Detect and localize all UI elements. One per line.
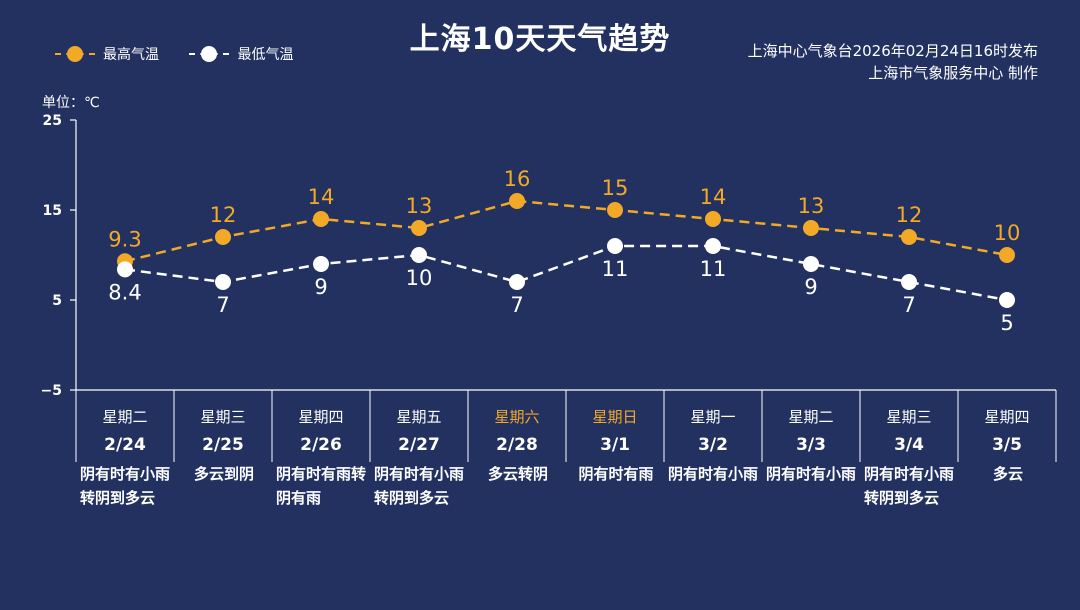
low-temp-point (411, 247, 427, 263)
day-weekday: 星期一 (690, 408, 736, 426)
day-weather: 多云转阴 (487, 465, 548, 483)
low-temp-label: 5 (1000, 311, 1013, 335)
page-title: 上海10天天气趋势 (409, 22, 671, 57)
high-temp-point (215, 229, 231, 245)
high-temp-label: 12 (210, 203, 237, 227)
low-temp-label: 11 (602, 257, 629, 281)
day-column: 星期四 2/26 阴有时有雨转阴有雨 (272, 392, 370, 606)
day-weekday: 星期五 (396, 408, 442, 426)
day-weather: 阴有时有小雨 (668, 465, 759, 483)
day-weather: 阴有时有小雨 (766, 465, 857, 483)
day-column: 星期一 3/2 阴有时有小雨 (664, 392, 762, 606)
day-weather: 阴有时有雨转阴有雨 (276, 465, 367, 507)
low-temp-point (803, 256, 819, 272)
day-column: 星期二 2/24 阴有时有小雨转阴到多云 (76, 392, 174, 606)
day-date: 3/1 (600, 435, 630, 455)
high-temp-point (607, 202, 623, 218)
day-date: 2/26 (300, 435, 342, 455)
low-temp-point (313, 256, 329, 272)
day-date: 2/25 (202, 435, 244, 455)
day-weekday: 星期四 (984, 408, 1030, 426)
y-tick-label: −5 (41, 383, 62, 399)
high-temp-label: 13 (798, 194, 825, 218)
day-weather: 多云到阴 (193, 465, 254, 483)
issuer-line-1: 上海中心气象台2026年02月24日16时发布 (747, 42, 1038, 60)
day-weekday: 星期六 (494, 408, 540, 426)
low-temp-point (117, 261, 133, 278)
high-temp-point (901, 229, 917, 245)
day-column: 星期二 3/3 阴有时有小雨 (762, 392, 860, 606)
legend: 最高气温 最低气温 (55, 44, 319, 67)
legend-item-high: 最高气温 (55, 44, 159, 64)
low-temp-label: 10 (406, 266, 433, 290)
high-temp-label: 12 (896, 203, 923, 227)
day-weather: 阴有时有雨 (578, 465, 654, 483)
high-temp-label: 16 (504, 167, 531, 191)
high-temp-label: 9.3 (108, 227, 141, 251)
high-temp-line (124, 199, 1008, 263)
day-column: 星期六 2/28 多云转阴 (468, 392, 566, 606)
low-temp-label: 11 (700, 257, 727, 281)
day-date: 3/2 (698, 435, 728, 455)
low-temp-label: 9 (314, 275, 327, 299)
low-temp-label: 7 (902, 293, 915, 317)
day-weather: 阴有时有小雨转阴到多云 (80, 465, 171, 507)
legend-swatch-high-icon (55, 45, 95, 63)
low-temp-point (901, 274, 917, 290)
low-temp-label: 7 (216, 293, 229, 317)
day-date: 3/3 (796, 435, 826, 455)
day-weather: 多云 (992, 465, 1023, 483)
low-temp-point (999, 292, 1015, 308)
y-tick-label: 25 (43, 113, 62, 129)
day-weekday: 星期二 (788, 408, 834, 426)
day-weather: 阴有时有小雨转阴到多云 (374, 465, 465, 507)
day-weekday: 星期三 (200, 408, 246, 426)
high-temp-point (803, 220, 819, 236)
y-tick-label: 15 (43, 203, 62, 219)
high-temp-point (411, 220, 427, 236)
legend-item-low: 最低气温 (189, 44, 293, 64)
day-date: 2/27 (398, 435, 440, 455)
day-date: 2/24 (104, 435, 146, 455)
day-column: 星期三 2/25 多云到阴 (174, 392, 272, 606)
day-column: 星期四 3/5 多云 (958, 392, 1056, 606)
y-axis-unit-label: 单位：℃ (42, 95, 100, 111)
y-tick-label: 5 (52, 293, 62, 309)
day-weekday: 星期三 (886, 408, 932, 426)
legend-label-high: 最高气温 (103, 47, 159, 63)
day-date: 3/4 (894, 435, 924, 455)
day-date: 2/28 (496, 435, 538, 455)
legend-label-low: 最低气温 (237, 47, 294, 63)
issuer-line-2: 上海市气象服务中心 制作 (868, 64, 1038, 82)
day-columns: 星期二 2/24 阴有时有小雨转阴到多云 星期三 2/25 多云到阴 星期四 2/26 阴有时有… (76, 392, 1056, 606)
low-temp-point (509, 274, 525, 290)
day-column: 星期五 2/27 阴有时有小雨转阴到多云 (370, 392, 468, 606)
low-temp-point (215, 274, 231, 290)
day-date: 3/5 (992, 435, 1022, 455)
day-weekday: 星期日 (592, 408, 638, 426)
high-temp-point (999, 247, 1015, 263)
legend-swatch-low-icon (189, 45, 230, 63)
low-temp-label: 9 (804, 275, 817, 299)
low-temp-label: 7 (510, 293, 523, 317)
high-temp-point (705, 211, 721, 227)
high-temp-label: 13 (406, 194, 433, 218)
day-column: 星期三 3/4 阴有时有小雨转阴到多云 (860, 392, 958, 606)
day-weekday: 星期四 (298, 408, 344, 426)
high-temp-label: 15 (602, 176, 629, 200)
high-temp-point (313, 211, 329, 227)
high-temp-point (509, 193, 525, 209)
high-temp-label: 14 (308, 185, 335, 209)
low-temp-point (607, 238, 623, 254)
high-temp-label: 14 (700, 185, 727, 209)
issuer-info: 上海中心气象台2026年02月24日16时发布 上海市气象服务中心 制作 (748, 40, 1038, 84)
high-temp-label: 10 (994, 221, 1021, 245)
day-weather: 阴有时有小雨转阴到多云 (864, 465, 955, 507)
low-temp-label: 8.4 (108, 280, 141, 304)
day-column: 星期日 3/1 阴有时有雨 (566, 392, 664, 606)
low-temp-point (705, 238, 721, 254)
low-temp-line (124, 244, 1008, 302)
day-weekday: 星期二 (102, 408, 148, 426)
